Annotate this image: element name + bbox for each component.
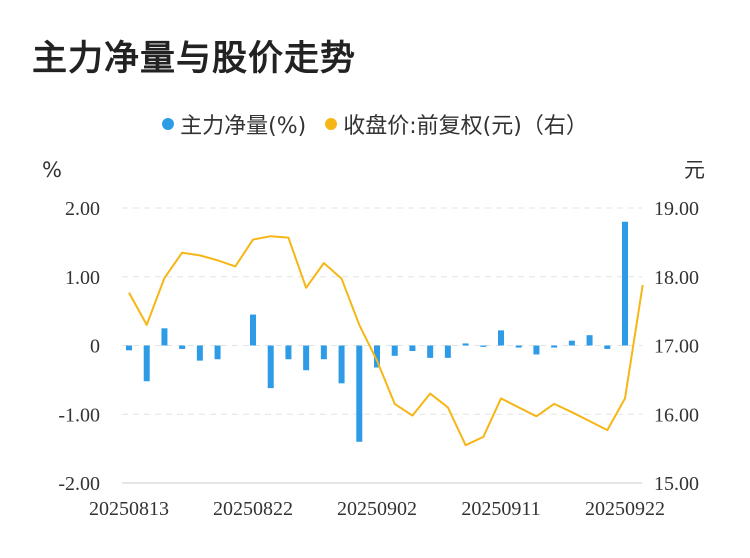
right-axis-unit: 元 bbox=[684, 158, 705, 182]
legend-label-close-price: 收盘价:前复权(元)（右） bbox=[343, 114, 588, 139]
left-tick-label: 0 bbox=[90, 336, 100, 358]
bar bbox=[568, 340, 575, 346]
x-tick-label: 20250813 bbox=[89, 498, 169, 520]
bar bbox=[250, 314, 256, 346]
x-tick-label: 20250911 bbox=[461, 498, 540, 520]
bar bbox=[374, 345, 380, 368]
bar bbox=[285, 345, 292, 360]
bar bbox=[533, 345, 540, 355]
left-tick-label: 2.00 bbox=[65, 198, 100, 220]
bar bbox=[391, 345, 398, 356]
bar bbox=[126, 345, 132, 351]
legend-item-close-price[interactable]: 收盘价:前复权(元)（右） bbox=[325, 108, 588, 140]
right-tick-label: 15.00 bbox=[654, 473, 699, 495]
left-axis-unit: % bbox=[42, 158, 62, 182]
bar bbox=[214, 345, 221, 360]
legend-marker-close-price bbox=[325, 118, 338, 130]
bar bbox=[480, 345, 487, 347]
bar bbox=[409, 345, 416, 351]
x-tick-label: 20250902 bbox=[337, 498, 417, 520]
price-line bbox=[128, 235, 644, 447]
legend-item-net-volume[interactable]: 主力净量(%) bbox=[162, 108, 306, 140]
bar bbox=[267, 345, 274, 389]
bar bbox=[427, 345, 434, 358]
bar bbox=[143, 345, 150, 382]
bar bbox=[161, 328, 168, 346]
right-tick-label: 19.00 bbox=[654, 198, 699, 220]
right-tick-label: 17.00 bbox=[654, 336, 699, 358]
bar bbox=[604, 345, 611, 349]
x-tick-label: 20250822 bbox=[213, 498, 293, 520]
bar bbox=[444, 345, 451, 358]
left-tick-label: 1.00 bbox=[65, 267, 100, 289]
bar bbox=[462, 343, 469, 346]
right-tick-label: 16.00 bbox=[654, 404, 699, 426]
bar bbox=[551, 345, 558, 348]
left-tick-label: -2.00 bbox=[58, 473, 100, 495]
legend-label-net-volume: 主力净量(%) bbox=[180, 114, 307, 139]
right-tick-label: 18.00 bbox=[654, 267, 699, 289]
bar-series bbox=[126, 221, 628, 442]
bar bbox=[320, 345, 327, 360]
bar bbox=[338, 345, 345, 384]
bar bbox=[303, 345, 310, 371]
chart-title: 主力净量与股价走势 bbox=[32, 39, 357, 79]
axis-ticks: 2.00 19.00 1.00 18.00 0 17.00 -1.00 16.00 -2.00 1… bbox=[58, 198, 699, 520]
legend-marker-net-volume bbox=[162, 118, 175, 130]
bar bbox=[586, 335, 593, 346]
bar bbox=[515, 345, 522, 348]
bar bbox=[179, 345, 186, 349]
bar bbox=[356, 345, 363, 442]
bar bbox=[622, 221, 628, 346]
x-tick-label: 20250922 bbox=[585, 498, 665, 520]
bar bbox=[498, 330, 504, 346]
bar bbox=[196, 345, 203, 361]
line-series bbox=[128, 235, 644, 447]
left-tick-label: -1.00 bbox=[58, 404, 100, 426]
chart-legend: 主力净量(%) 收盘价:前复权(元)（右） bbox=[0, 108, 750, 140]
